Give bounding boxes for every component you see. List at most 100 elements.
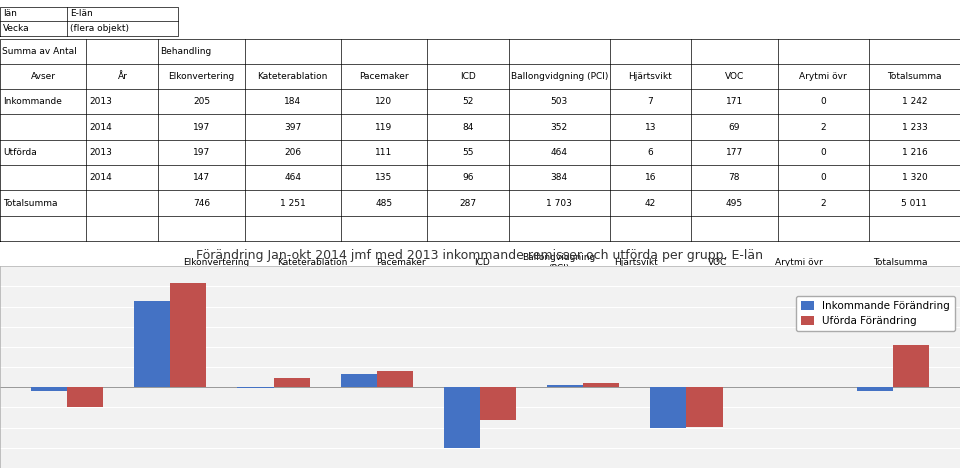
Bar	[856, 388, 893, 391]
Text: 1 216: 1 216	[901, 148, 927, 157]
Text: Hjärtsvikt: Hjärtsvikt	[629, 72, 672, 81]
Bar	[480, 388, 516, 420]
Text: 464: 464	[551, 148, 567, 157]
Text: -1: -1	[396, 281, 405, 290]
Bar	[341, 374, 376, 388]
Text: 5 011: 5 011	[901, 198, 927, 207]
Text: 171: 171	[726, 97, 743, 106]
Text: 16: 16	[645, 173, 656, 182]
Text: 2: 2	[797, 281, 802, 290]
Text: 24: 24	[396, 304, 406, 313]
Text: 352: 352	[551, 123, 567, 132]
Bar	[754, 387, 790, 388]
Text: VOC: VOC	[708, 258, 728, 267]
Text: 287: 287	[460, 198, 476, 207]
Text: 258: 258	[303, 304, 321, 313]
Text: -151: -151	[549, 281, 569, 290]
Bar	[444, 388, 480, 448]
Text: 1 703: 1 703	[546, 198, 572, 207]
Bar	[650, 388, 686, 429]
Text: 177: 177	[726, 148, 743, 157]
Text: 397: 397	[284, 123, 301, 132]
Text: 42: 42	[645, 198, 656, 207]
Text: ICD: ICD	[474, 258, 491, 267]
Text: 52: 52	[463, 97, 473, 106]
Title: Förändring Jan-okt 2014 jmf med 2013 inkommande remisser och utförda per grupp, : Förändring Jan-okt 2014 jmf med 2013 ink…	[197, 249, 763, 263]
Text: Utförda: Utförda	[3, 148, 36, 157]
Text: 2014: 2014	[89, 123, 112, 132]
Text: -99: -99	[710, 304, 725, 313]
Text: 78: 78	[729, 173, 740, 182]
Text: 213: 213	[303, 281, 321, 290]
Text: 746: 746	[193, 198, 210, 207]
Text: 147: 147	[193, 173, 210, 182]
Text: 197: 197	[193, 148, 210, 157]
Text: 111: 111	[375, 148, 393, 157]
Text: Vecka: Vecka	[3, 24, 30, 33]
Text: 55: 55	[463, 148, 473, 157]
Text: 0: 0	[821, 148, 826, 157]
Text: 0: 0	[821, 97, 826, 106]
Text: Utförda Förändring: Utförda Förändring	[3, 304, 88, 313]
Text: 41: 41	[477, 304, 488, 313]
Text: 0: 0	[797, 304, 802, 313]
Text: Arytmi övr: Arytmi övr	[800, 72, 847, 81]
Text: 2: 2	[821, 198, 826, 207]
Text: -80: -80	[552, 304, 566, 313]
Text: Pacemaker: Pacemaker	[359, 72, 409, 81]
Text: Hjärtsvikt: Hjärtsvikt	[614, 258, 658, 267]
Legend: Inkommande Förändring, Uförda Förändring: Inkommande Förändring, Uförda Förändring	[796, 296, 955, 331]
Text: ICD: ICD	[460, 72, 476, 81]
Text: 135: 135	[375, 173, 393, 182]
Bar	[893, 345, 929, 388]
Text: År: År	[117, 72, 128, 81]
Text: 503: 503	[551, 97, 567, 106]
Text: 32: 32	[477, 281, 488, 290]
Text: 206: 206	[284, 148, 301, 157]
Text: Totalsumma: Totalsumma	[887, 72, 942, 81]
Text: 384: 384	[551, 173, 567, 182]
Text: Kateterablation: Kateterablation	[276, 258, 348, 267]
Bar	[170, 283, 206, 388]
Text: 119: 119	[375, 123, 393, 132]
Bar	[274, 378, 310, 388]
Text: 2013: 2013	[89, 97, 112, 106]
Text: Elkonvertering: Elkonvertering	[168, 72, 235, 81]
Text: Ballongvidgning
(PCI): Ballongvidgning (PCI)	[522, 253, 596, 273]
Text: -102: -102	[708, 281, 728, 290]
Text: 1 320: 1 320	[901, 173, 927, 182]
Text: 6: 6	[648, 148, 653, 157]
Text: (flera objekt): (flera objekt)	[70, 24, 129, 33]
Text: Behandling: Behandling	[160, 47, 211, 56]
Text: 184: 184	[284, 97, 301, 106]
Text: Arytmi övr: Arytmi övr	[776, 258, 823, 267]
Text: -8: -8	[211, 281, 221, 290]
Text: Pacemaker: Pacemaker	[376, 258, 425, 267]
Text: VOC: VOC	[725, 72, 744, 81]
Text: 6: 6	[634, 281, 638, 290]
Text: 7: 7	[648, 97, 653, 106]
Text: 84: 84	[463, 123, 473, 132]
Text: 1 233: 1 233	[901, 123, 927, 132]
Text: Totalsumma: Totalsumma	[873, 258, 927, 267]
Text: 495: 495	[726, 198, 743, 207]
Text: 13: 13	[645, 123, 656, 132]
Text: 10: 10	[631, 304, 641, 313]
Text: -9: -9	[896, 281, 904, 290]
Text: Ballongvidgning (PCI): Ballongvidgning (PCI)	[511, 72, 608, 81]
Text: 1 251: 1 251	[280, 198, 305, 207]
Text: 205: 205	[193, 97, 210, 106]
Text: 104: 104	[892, 304, 908, 313]
Text: 2014: 2014	[89, 173, 112, 182]
Bar	[376, 371, 413, 388]
Text: Kateterablation: Kateterablation	[257, 72, 328, 81]
Text: 120: 120	[375, 97, 393, 106]
Text: 2013: 2013	[89, 148, 112, 157]
Text: Summa av Antal: Summa av Antal	[2, 47, 77, 56]
Text: 1 242: 1 242	[901, 97, 927, 106]
Bar	[67, 388, 104, 408]
Text: E-län: E-län	[70, 9, 93, 18]
Text: Totalsumma: Totalsumma	[3, 198, 58, 207]
Text: 464: 464	[284, 173, 301, 182]
Text: 485: 485	[375, 198, 393, 207]
